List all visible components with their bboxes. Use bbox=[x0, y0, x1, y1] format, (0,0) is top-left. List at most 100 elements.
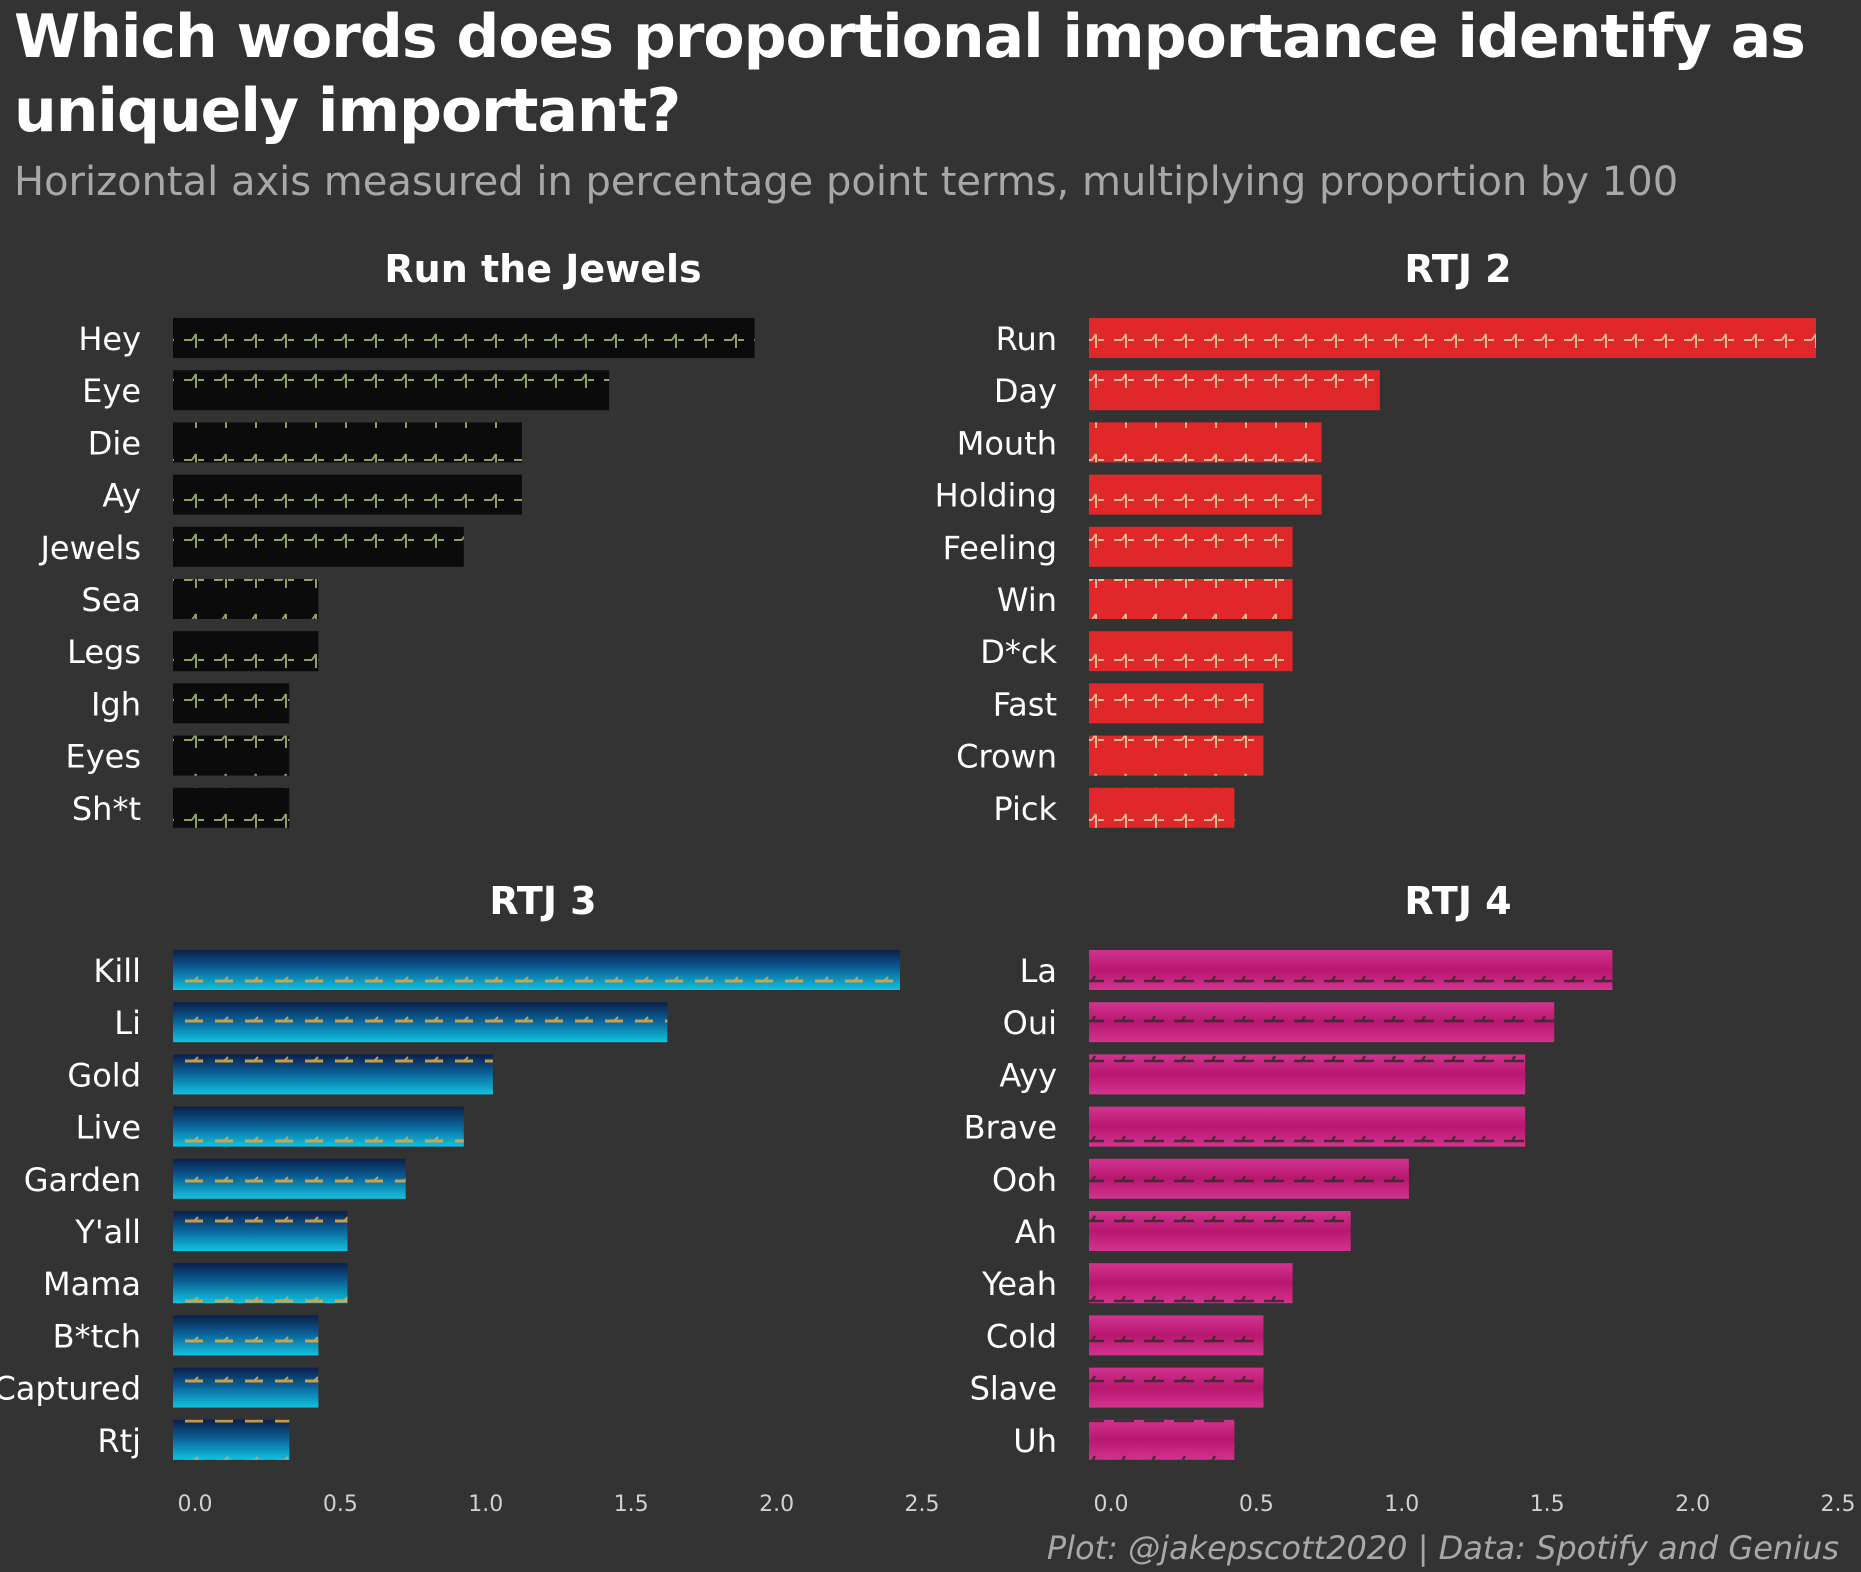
bar-pattern bbox=[1089, 422, 1322, 463]
category-label: Die bbox=[88, 424, 141, 462]
bar-pattern bbox=[1089, 1419, 1235, 1460]
category-label: Ah bbox=[1015, 1213, 1057, 1251]
bar-pattern bbox=[1089, 1211, 1351, 1251]
category-label: Win bbox=[997, 581, 1057, 619]
bar-pattern bbox=[1089, 683, 1264, 724]
x-tick-label: 0.0 bbox=[178, 1492, 213, 1517]
bar-pattern bbox=[173, 318, 755, 358]
bar-pattern bbox=[1089, 526, 1293, 567]
category-label: Yeah bbox=[981, 1265, 1057, 1303]
category-label: Sh*t bbox=[72, 790, 141, 828]
facet-panel: RTJ 4 La Oui Ayy Brave Ooh Ah Yeah Cold Slave Uh 0.… bbox=[964, 879, 1856, 1517]
x-tick-label: 2.0 bbox=[1675, 1492, 1710, 1517]
x-tick-label: 0.5 bbox=[323, 1492, 358, 1517]
category-label: Legs bbox=[67, 633, 141, 671]
bar-pattern bbox=[173, 422, 522, 463]
category-label: Slave bbox=[970, 1370, 1057, 1408]
bar-pattern bbox=[1089, 950, 1613, 990]
bar-pattern bbox=[173, 631, 319, 672]
bar-pattern bbox=[1089, 579, 1293, 619]
bar-pattern bbox=[173, 526, 464, 567]
bar-pattern bbox=[1089, 787, 1235, 828]
bar-pattern bbox=[173, 1106, 464, 1147]
category-label: Captured bbox=[0, 1370, 141, 1408]
category-label: Jewels bbox=[38, 529, 141, 567]
category-label: Oui bbox=[1003, 1004, 1057, 1042]
bar-pattern bbox=[1089, 1367, 1264, 1408]
facet-title: Run the Jewels bbox=[384, 247, 701, 291]
bar-pattern bbox=[1089, 735, 1264, 776]
category-label: Hey bbox=[78, 320, 141, 358]
category-label: Igh bbox=[91, 685, 141, 723]
bar-pattern bbox=[1089, 318, 1816, 358]
category-label: Feeling bbox=[943, 529, 1057, 567]
category-label: Fast bbox=[993, 685, 1057, 723]
facet-panel: Run the Jewels Hey Eye Die Ay Jewels Sea Legs Ig… bbox=[38, 247, 755, 828]
category-label: Eyes bbox=[65, 738, 141, 776]
bar-pattern bbox=[1089, 474, 1322, 515]
category-label: Sea bbox=[81, 581, 141, 619]
category-label: Ooh bbox=[992, 1161, 1057, 1199]
bar-pattern bbox=[173, 474, 522, 515]
bar-pattern bbox=[173, 1315, 319, 1356]
category-label: Pick bbox=[993, 790, 1057, 828]
category-label: D*ck bbox=[980, 633, 1057, 671]
x-tick-label: 1.5 bbox=[1530, 1492, 1565, 1517]
bar-pattern bbox=[173, 787, 290, 828]
chart-subtitle: Horizontal axis measured in percentage p… bbox=[14, 159, 1679, 205]
category-label: Garden bbox=[24, 1161, 141, 1199]
chart-title: Which words does proportional importance… bbox=[14, 2, 1806, 146]
bar-pattern bbox=[173, 683, 290, 724]
bar-pattern bbox=[173, 1367, 319, 1408]
category-label: Ay bbox=[102, 477, 141, 515]
bar-pattern bbox=[1089, 370, 1380, 411]
bar-pattern bbox=[173, 370, 610, 411]
category-label: Run bbox=[996, 320, 1057, 358]
category-label: Brave bbox=[964, 1109, 1057, 1147]
category-label: Ayy bbox=[999, 1056, 1057, 1094]
x-tick-label: 2.0 bbox=[759, 1492, 794, 1517]
x-tick-label: 0.0 bbox=[1094, 1492, 1129, 1517]
bar-pattern bbox=[173, 1054, 493, 1095]
bar-pattern bbox=[1089, 1263, 1293, 1304]
category-label: Y'all bbox=[74, 1213, 141, 1251]
x-tick-label: 2.5 bbox=[905, 1492, 940, 1517]
bar-pattern bbox=[173, 1002, 668, 1043]
facet-panel: RTJ 2 Run Day Mouth Holding Feeling Win D*ck Fas… bbox=[935, 247, 1816, 828]
bar-pattern bbox=[173, 1263, 348, 1304]
category-label: Crown bbox=[956, 738, 1057, 776]
category-label: La bbox=[1020, 952, 1057, 990]
bar-pattern bbox=[173, 1158, 406, 1199]
facet-title: RTJ 4 bbox=[1404, 879, 1511, 923]
bar-pattern bbox=[1089, 1106, 1526, 1147]
x-tick-label: 2.5 bbox=[1821, 1492, 1856, 1517]
facet-panel: RTJ 3 Kill Li Gold Live Garden Y'all Mama B*tch C… bbox=[0, 879, 940, 1517]
category-label: Gold bbox=[67, 1056, 141, 1094]
bar-pattern bbox=[1089, 1002, 1555, 1043]
category-label: Live bbox=[76, 1109, 141, 1147]
bar-pattern bbox=[1089, 631, 1293, 672]
category-label: Mama bbox=[43, 1265, 141, 1303]
category-label: Holding bbox=[935, 477, 1057, 515]
chart-caption: Plot: @jakepscott2020 | Data: Spotify an… bbox=[1046, 1529, 1839, 1567]
bar-pattern bbox=[173, 579, 319, 619]
category-label: Cold bbox=[986, 1317, 1057, 1355]
facet-title: RTJ 2 bbox=[1404, 247, 1511, 291]
category-label: Kill bbox=[93, 952, 141, 990]
bar-pattern bbox=[173, 1211, 348, 1251]
category-label: Day bbox=[994, 372, 1057, 410]
category-label: B*tch bbox=[53, 1317, 141, 1355]
x-tick-label: 1.0 bbox=[468, 1492, 503, 1517]
bar-pattern bbox=[1089, 1158, 1409, 1199]
category-label: Rtj bbox=[97, 1422, 141, 1460]
x-tick-label: 1.0 bbox=[1384, 1492, 1419, 1517]
category-label: Li bbox=[114, 1004, 141, 1042]
bar-pattern bbox=[173, 1419, 290, 1460]
bar-pattern bbox=[173, 735, 290, 776]
x-tick-label: 1.5 bbox=[614, 1492, 649, 1517]
category-label: Eye bbox=[82, 372, 141, 410]
category-label: Mouth bbox=[957, 424, 1057, 462]
bar-pattern bbox=[1089, 1054, 1526, 1095]
facet-title: RTJ 3 bbox=[489, 879, 596, 923]
